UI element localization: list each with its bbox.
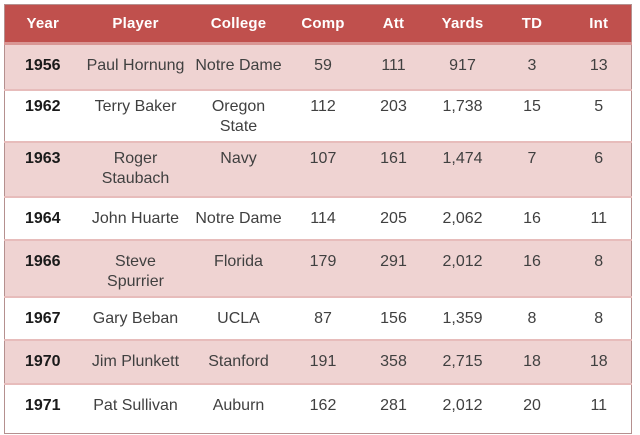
table-row: 1963 Roger Staubach Navy 107 161 1,474 7 6 bbox=[4, 140, 632, 197]
cell-year: 1966 bbox=[4, 238, 81, 297]
cell-year: 1964 bbox=[4, 195, 81, 240]
column-header-att: Att bbox=[359, 4, 428, 45]
table-row: 1962 Terry Baker Oregon State 112 203 1,738 15… bbox=[4, 88, 632, 142]
cell-att: 111 bbox=[359, 43, 428, 90]
cell-td: 20 bbox=[497, 382, 567, 434]
table-row: 1956 Paul Hornung Notre Dame 59 111 917 3 13 bbox=[4, 43, 632, 90]
cell-college: Navy bbox=[190, 140, 287, 197]
cell-td: 8 bbox=[497, 295, 567, 340]
cell-comp: 112 bbox=[286, 88, 360, 142]
cell-int: 11 bbox=[566, 195, 632, 240]
cell-att: 205 bbox=[359, 195, 428, 240]
cell-player: Gary Beban bbox=[80, 295, 191, 340]
cell-td: 18 bbox=[497, 338, 567, 384]
cell-player: Terry Baker bbox=[80, 88, 191, 142]
cell-college: Notre Dame bbox=[190, 195, 287, 240]
cell-yards: 2,062 bbox=[427, 195, 498, 240]
cell-yards: 1,474 bbox=[427, 140, 498, 197]
table-row: 1970 Jim Plunkett Stanford 191 358 2,715 18 18 bbox=[4, 338, 632, 384]
cell-int: 5 bbox=[566, 88, 632, 142]
cell-yards: 2,715 bbox=[427, 338, 498, 384]
cell-comp: 59 bbox=[286, 43, 360, 90]
cell-att: 291 bbox=[359, 238, 428, 297]
column-header-player: Player bbox=[80, 4, 191, 45]
cell-int: 6 bbox=[566, 140, 632, 197]
cell-td: 15 bbox=[497, 88, 567, 142]
column-header-yards: Yards bbox=[427, 4, 498, 45]
cell-college: Stanford bbox=[190, 338, 287, 384]
cell-player: John Huarte bbox=[80, 195, 191, 240]
cell-player: Pat Sullivan bbox=[80, 382, 191, 434]
cell-year: 1967 bbox=[4, 295, 81, 340]
table-row: 1964 John Huarte Notre Dame 114 205 2,062 16 11 bbox=[4, 195, 632, 240]
table-row: 1971 Pat Sullivan Auburn 162 281 2,012 20 11 bbox=[4, 382, 632, 434]
cell-year: 1963 bbox=[4, 140, 81, 197]
cell-yards: 917 bbox=[427, 43, 498, 90]
cell-player: Steve Spurrier bbox=[80, 238, 191, 297]
table-row: 1967 Gary Beban UCLA 87 156 1,359 8 8 bbox=[4, 295, 632, 340]
header-row: Year Player College Comp Att Yards TD In… bbox=[4, 4, 632, 45]
cell-int: 18 bbox=[566, 338, 632, 384]
cell-comp: 162 bbox=[286, 382, 360, 434]
cell-year: 1970 bbox=[4, 338, 81, 384]
cell-int: 8 bbox=[566, 238, 632, 297]
cell-att: 161 bbox=[359, 140, 428, 197]
cell-td: 3 bbox=[497, 43, 567, 90]
cell-college: Notre Dame bbox=[190, 43, 287, 90]
table-row: 1966 Steve Spurrier Florida 179 291 2,012 16 8 bbox=[4, 238, 632, 297]
column-header-college: College bbox=[190, 4, 287, 45]
cell-college: Auburn bbox=[190, 382, 287, 434]
cell-int: 11 bbox=[566, 382, 632, 434]
column-header-comp: Comp bbox=[286, 4, 360, 45]
cell-comp: 87 bbox=[286, 295, 360, 340]
cell-comp: 107 bbox=[286, 140, 360, 197]
heisman-qb-stats-table: Year Player College Comp Att Yards TD In… bbox=[4, 4, 632, 434]
cell-year: 1956 bbox=[4, 43, 81, 90]
cell-att: 358 bbox=[359, 338, 428, 384]
cell-player: Roger Staubach bbox=[80, 140, 191, 197]
column-header-year: Year bbox=[4, 4, 81, 45]
cell-yards: 2,012 bbox=[427, 382, 498, 434]
cell-td: 16 bbox=[497, 238, 567, 297]
cell-college: Oregon State bbox=[190, 88, 287, 142]
cell-year: 1971 bbox=[4, 382, 81, 434]
cell-year: 1962 bbox=[4, 88, 81, 142]
cell-college: Florida bbox=[190, 238, 287, 297]
cell-yards: 1,359 bbox=[427, 295, 498, 340]
cell-player: Paul Hornung bbox=[80, 43, 191, 90]
cell-yards: 1,738 bbox=[427, 88, 498, 142]
cell-comp: 179 bbox=[286, 238, 360, 297]
table-body: 1956 Paul Hornung Notre Dame 59 111 917 3 13 196… bbox=[4, 43, 632, 434]
cell-player: Jim Plunkett bbox=[80, 338, 191, 384]
cell-comp: 114 bbox=[286, 195, 360, 240]
column-header-td: TD bbox=[497, 4, 567, 45]
cell-college: UCLA bbox=[190, 295, 287, 340]
cell-att: 281 bbox=[359, 382, 428, 434]
cell-comp: 191 bbox=[286, 338, 360, 384]
cell-att: 203 bbox=[359, 88, 428, 142]
cell-td: 7 bbox=[497, 140, 567, 197]
cell-att: 156 bbox=[359, 295, 428, 340]
cell-td: 16 bbox=[497, 195, 567, 240]
table-header: Year Player College Comp Att Yards TD In… bbox=[4, 4, 632, 45]
column-header-int: Int bbox=[566, 4, 632, 45]
cell-int: 8 bbox=[566, 295, 632, 340]
cell-int: 13 bbox=[566, 43, 632, 90]
cell-yards: 2,012 bbox=[427, 238, 498, 297]
